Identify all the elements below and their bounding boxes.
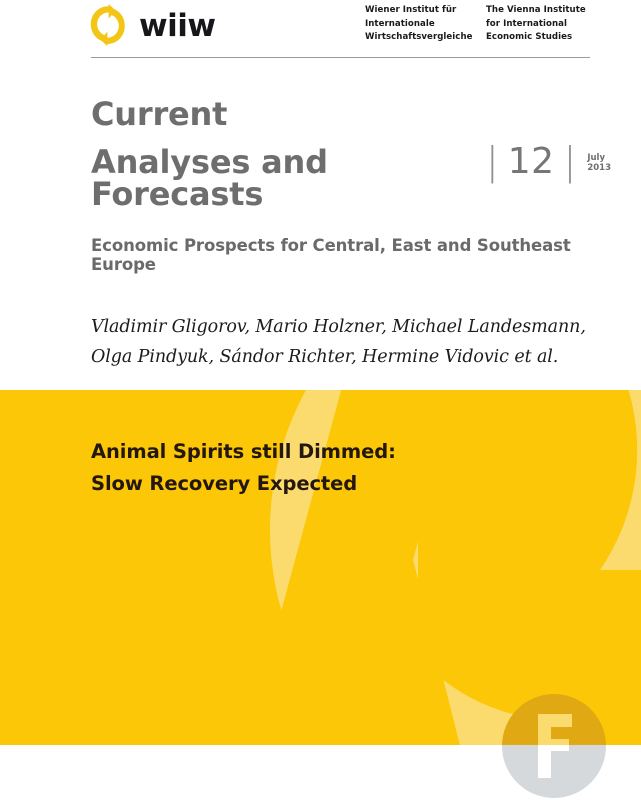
issue-month: July — [587, 152, 605, 163]
page-title: Current — [91, 95, 228, 133]
author-line-1: Vladimir Gligorov, Mario Holzner, Michae… — [91, 317, 586, 337]
author-line-2: Olga Pindyuk, Sándor Richter, Hermine Vi… — [91, 347, 559, 368]
issue-date: July 2013 — [587, 153, 611, 174]
institute-de-line-3: Wirtschaftsvergleiche — [365, 32, 473, 43]
publication-subtitle: Economic Prospects for Central, East and… — [91, 235, 571, 274]
author-list: Vladimir Gligorov, Mario Holzner, Michae… — [91, 312, 611, 372]
wiiw-logo: wiiw — [88, 4, 216, 46]
cover-yellow-band: Animal Spirits still Dimmed: Slow Recove… — [0, 390, 641, 745]
wiiw-wordmark: wiiw — [139, 7, 216, 44]
page-header: wiiw Wiener Institut für Internationale … — [0, 0, 641, 60]
publication-title-block: Current Analyses and Forecasts | 12 | Ju… — [91, 95, 611, 274]
institute-en-line-2: for International — [486, 18, 567, 29]
series-title-row: Analyses and Forecasts | 12 | July 2013 — [91, 141, 611, 210]
series-name: Analyses and Forecasts — [91, 142, 328, 213]
report-title-line-2: Slow Recovery Expected — [91, 471, 358, 495]
institute-name-english: The Vienna Institute for International E… — [486, 4, 586, 45]
issue-year: 2013 — [587, 163, 611, 174]
title-separator-1: | — [485, 138, 499, 183]
report-title: Animal Spirits still Dimmed: Slow Recove… — [91, 436, 396, 499]
institute-name-german: Wiener Institut für Internationale Wirts… — [365, 4, 473, 45]
issue-number: 12 — [507, 140, 555, 182]
wiiw-cycle-logo-icon — [88, 4, 128, 46]
institute-de-line-2: Internationale — [365, 18, 435, 29]
institute-en-line-1: The Vienna Institute — [486, 5, 586, 15]
institute-en-line-3: Economic Studies — [486, 32, 573, 43]
header-divider — [91, 57, 590, 58]
report-title-line-1: Animal Spirits still Dimmed: — [91, 440, 396, 463]
forecast-f-emblem-icon — [502, 694, 606, 798]
institute-de-line-1: Wiener Institut für — [365, 5, 457, 15]
title-separator-2: | — [563, 138, 577, 183]
